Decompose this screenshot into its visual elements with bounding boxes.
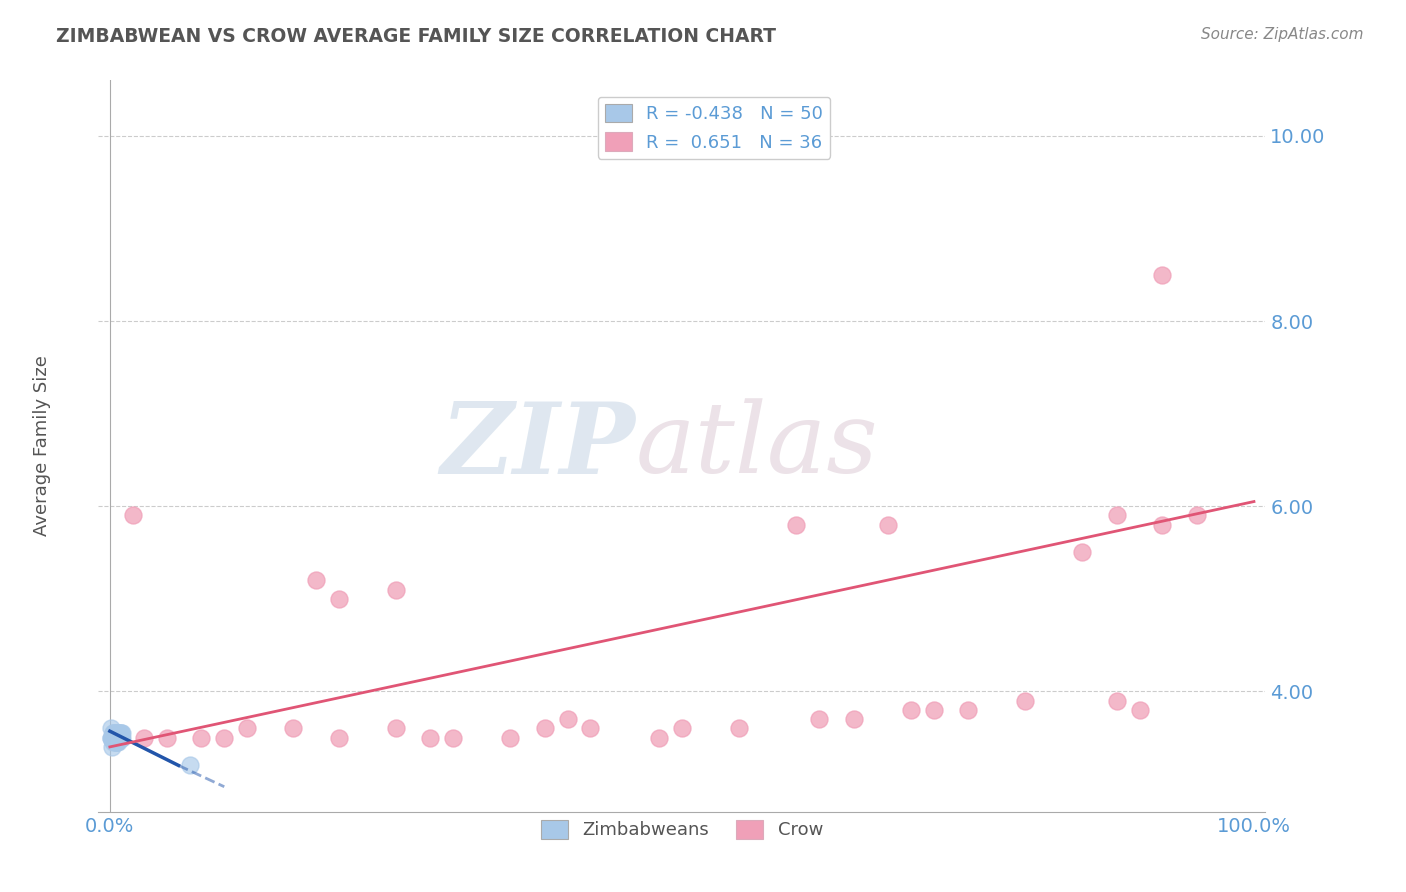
Point	[101, 731, 124, 745]
Point	[104, 731, 127, 745]
Point	[105, 731, 128, 745]
Point	[808, 712, 831, 726]
Point	[214, 731, 236, 745]
Point	[1152, 268, 1174, 282]
Point	[105, 731, 128, 745]
Point	[385, 722, 408, 736]
Point	[100, 731, 122, 745]
Point	[101, 731, 124, 745]
Point	[579, 722, 602, 736]
Point	[110, 731, 132, 745]
Point	[1014, 693, 1036, 707]
Point	[156, 731, 179, 745]
Point	[108, 731, 131, 745]
Point	[900, 703, 922, 717]
Point	[107, 726, 129, 740]
Point	[107, 735, 129, 749]
Point	[108, 731, 131, 745]
Point	[785, 517, 807, 532]
Point	[1185, 508, 1208, 523]
Point	[557, 712, 579, 726]
Point	[876, 517, 898, 532]
Point	[108, 731, 131, 745]
Point	[104, 735, 127, 749]
Point	[103, 731, 125, 745]
Point	[441, 731, 464, 745]
Point	[728, 722, 751, 736]
Legend: Zimbabweans, Crow: Zimbabweans, Crow	[533, 813, 831, 847]
Point	[671, 722, 693, 736]
Point	[648, 731, 671, 745]
Point	[110, 731, 132, 745]
Text: ZIMBABWEAN VS CROW AVERAGE FAMILY SIZE CORRELATION CHART: ZIMBABWEAN VS CROW AVERAGE FAMILY SIZE C…	[56, 27, 776, 45]
Point	[533, 722, 555, 736]
Point	[107, 726, 129, 740]
Point	[101, 735, 124, 749]
Point	[922, 703, 945, 717]
Point	[179, 758, 201, 772]
Text: atlas: atlas	[636, 399, 877, 493]
Point	[103, 731, 125, 745]
Point	[108, 731, 131, 745]
Point	[105, 731, 128, 745]
Point	[101, 731, 124, 745]
Point	[100, 731, 122, 745]
Point	[105, 735, 128, 749]
Point	[1105, 508, 1128, 523]
Point	[111, 731, 134, 745]
Point	[100, 722, 122, 736]
Point	[190, 731, 212, 745]
Point	[499, 731, 522, 745]
Point	[104, 735, 127, 749]
Point	[100, 739, 122, 754]
Point	[385, 582, 408, 597]
Point	[108, 731, 131, 745]
Point	[842, 712, 865, 726]
Text: Source: ZipAtlas.com: Source: ZipAtlas.com	[1201, 27, 1364, 42]
Point	[305, 574, 328, 588]
Point	[121, 508, 143, 523]
Point	[328, 591, 350, 606]
Point	[1105, 693, 1128, 707]
Point	[103, 731, 125, 745]
Point	[956, 703, 979, 717]
Text: Average Family Size: Average Family Size	[34, 356, 51, 536]
Point	[101, 726, 124, 740]
Point	[419, 731, 441, 745]
Point	[104, 731, 127, 745]
Point	[107, 731, 129, 745]
Point	[107, 731, 129, 745]
Point	[103, 731, 125, 745]
Point	[104, 735, 127, 749]
Point	[108, 726, 131, 740]
Point	[100, 731, 122, 745]
Point	[110, 726, 132, 740]
Point	[103, 726, 125, 740]
Point	[110, 726, 132, 740]
Point	[328, 731, 350, 745]
Point	[134, 731, 156, 745]
Point	[105, 731, 128, 745]
Point	[103, 726, 125, 740]
Point	[1152, 517, 1174, 532]
Point	[1071, 545, 1094, 559]
Point	[103, 731, 125, 745]
Point	[108, 731, 131, 745]
Point	[108, 731, 131, 745]
Point	[1128, 703, 1150, 717]
Text: ZIP: ZIP	[440, 398, 636, 494]
Point	[236, 722, 259, 736]
Point	[105, 731, 128, 745]
Point	[105, 726, 128, 740]
Point	[281, 722, 304, 736]
Point	[103, 726, 125, 740]
Point	[111, 726, 134, 740]
